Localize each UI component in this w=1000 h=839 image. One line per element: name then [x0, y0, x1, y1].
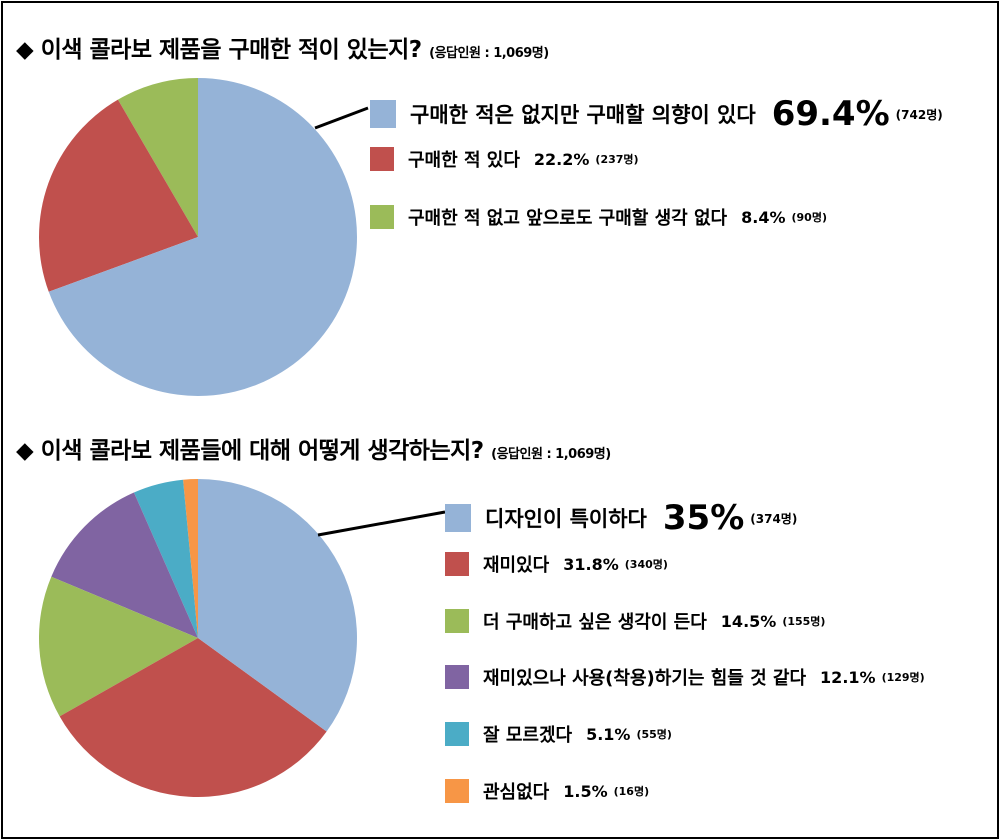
legend-swatch	[370, 205, 394, 229]
legend-label: 구매한 적 있다	[408, 150, 520, 171]
data-label-count: (374명)	[750, 511, 798, 526]
data-label-count: (155명)	[782, 615, 826, 628]
data-label-percent: 14.5%	[720, 611, 777, 631]
data-label-percent: 8.4%	[741, 207, 786, 227]
chart-2-title-text: ◆ 이색 콜라보 제품들에 대해 어떻게 생각하는지?	[16, 438, 484, 464]
legend-swatch	[370, 147, 394, 171]
data-label-percent: 69.4%	[771, 94, 890, 134]
legend-label: 잘 모르겠다	[483, 725, 573, 746]
chart-2-legend-item: 더 구매하고 싶은 생각이 든다 14.5% (155명)	[445, 608, 825, 634]
legend-swatch	[445, 665, 469, 689]
data-label-count: (55명)	[636, 728, 672, 741]
legend-label: 재미있다	[483, 555, 550, 576]
legend-swatch	[445, 722, 469, 746]
data-label-percent: 31.8%	[563, 554, 619, 574]
chart-2-slice-4	[51, 492, 199, 638]
chart-2-legend-item: 디자인이 특이하다 35% (374명)	[445, 498, 797, 538]
legend-swatch	[445, 504, 471, 532]
chart-1-title: ◆ 이색 콜라보 제품을 구매한 적이 있는지? (응답인원 : 1,069명)	[16, 30, 549, 64]
chart-1-leader-line	[314, 106, 369, 130]
legend-swatch	[445, 609, 469, 633]
chart-2-slice-6	[183, 479, 198, 638]
data-label-percent: 35%	[662, 498, 745, 538]
chart-2-slice-3	[39, 576, 198, 717]
chart-2-legend-item: 재미있으나 사용(착용)하기는 힘들 것 같다 12.1% (129명)	[445, 664, 925, 690]
chart-2-leader-line	[317, 510, 446, 537]
data-label-count: (129명)	[881, 671, 925, 684]
chart-1-subtitle: (응답인원 : 1,069명)	[429, 46, 549, 61]
chart-2-slice-1	[198, 479, 357, 732]
chart-2-slice-5	[133, 479, 198, 638]
data-label-count: (340명)	[624, 558, 668, 571]
data-label-count: (237명)	[595, 153, 639, 166]
legend-swatch	[445, 552, 469, 576]
chart-2-subtitle: (응답인원 : 1,069명)	[491, 447, 611, 462]
data-label-percent: 12.1%	[820, 667, 876, 687]
chart-1-title-text: ◆ 이색 콜라보 제품을 구매한 적이 있는지?	[16, 37, 422, 63]
chart-2-legend-item: 잘 모르겠다 5.1% (55명)	[445, 721, 672, 747]
chart-2-legend-item: 재미있다 31.8% (340명)	[445, 551, 668, 577]
legend-label: 디자인이 특이하다	[485, 507, 647, 531]
chart-1-slice-1	[48, 78, 357, 396]
chart-2-slice-2	[59, 638, 327, 797]
data-label-count: (742명)	[895, 107, 943, 122]
legend-label: 구매한 적은 없지만 구매할 의향이 있다	[410, 103, 756, 127]
legend-label: 관심없다	[483, 782, 550, 803]
data-label-count: (90명)	[791, 211, 827, 224]
chart-1-slice-3	[117, 78, 198, 237]
chart-1-legend-item: 구매한 적 없고 앞으로도 구매할 생각 없다 8.4% (90명)	[370, 204, 827, 230]
chart-2-legend-item: 관심없다 1.5% (16명)	[445, 778, 649, 804]
data-label-percent: 22.2%	[533, 149, 590, 169]
legend-label: 재미있으나 사용(착용)하기는 힘들 것 같다	[483, 668, 807, 689]
chart-1-legend-item: 구매한 적은 없지만 구매할 의향이 있다 69.4% (742명)	[370, 94, 943, 134]
chart-2-title: ◆ 이색 콜라보 제품들에 대해 어떻게 생각하는지? (응답인원 : 1,06…	[16, 431, 611, 465]
data-label-percent: 1.5%	[563, 781, 608, 801]
data-label-count: (16명)	[613, 785, 650, 798]
data-label-percent: 5.1%	[586, 724, 631, 744]
legend-swatch	[445, 779, 469, 803]
legend-label: 더 구매하고 싶은 생각이 든다	[483, 612, 707, 633]
chart-1-slice-2	[38, 99, 198, 292]
legend-swatch	[370, 100, 396, 128]
legend-label: 구매한 적 없고 앞으로도 구매할 생각 없다	[408, 208, 728, 229]
chart-1-legend-item: 구매한 적 있다 22.2% (237명)	[370, 146, 639, 172]
